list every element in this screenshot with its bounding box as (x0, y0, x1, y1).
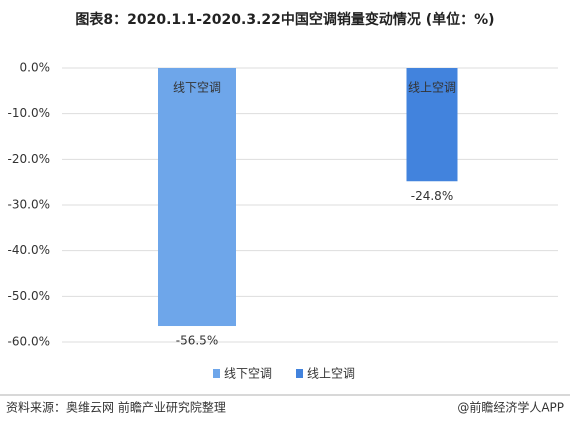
chart-title: 图表8：2020.1.1-2020.3.22中国空调销量变动情况 (单位：%) (75, 11, 494, 28)
legend-label: 线上空调 (307, 367, 355, 381)
y-tick-label: -40.0% (8, 243, 50, 257)
y-tick-label: -20.0% (8, 152, 50, 166)
bar-name: 线上空调 (408, 81, 456, 95)
source: 资料来源：奥维云网 前瞻产业研究院整理 (6, 400, 226, 415)
bar-name: 线下空调 (173, 81, 221, 95)
y-tick-label: 0.0% (20, 61, 51, 75)
y-tick-label: -30.0% (8, 198, 50, 212)
legend-swatch (296, 369, 303, 378)
bar (158, 68, 236, 327)
y-tick-label: -50.0% (8, 289, 50, 303)
bar (406, 68, 458, 182)
value-label: -56.5% (176, 334, 218, 348)
y-tick-label: -10.0% (8, 106, 50, 120)
value-label: -24.8% (411, 189, 453, 203)
legend-label: 线下空调 (224, 367, 272, 381)
legend-swatch (213, 369, 220, 378)
y-tick-label: -60.0% (8, 335, 50, 349)
credit: @前瞻经济学人APP (457, 400, 564, 415)
